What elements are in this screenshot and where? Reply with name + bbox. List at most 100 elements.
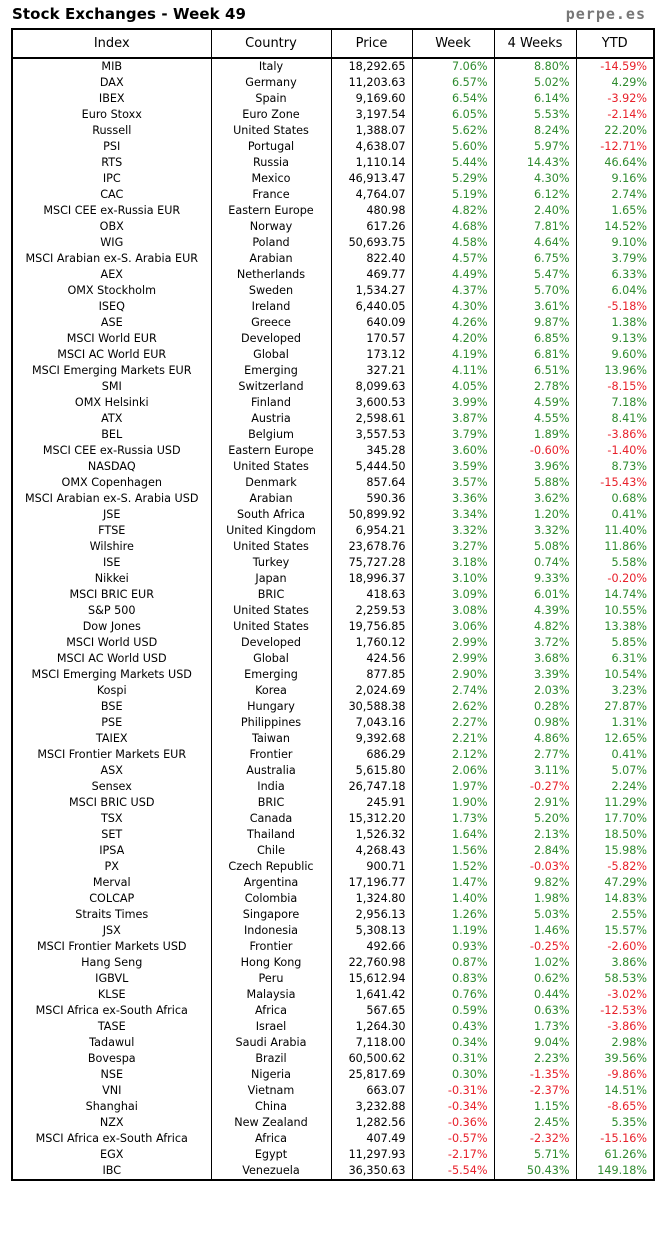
cell-week: 3.27%	[412, 539, 495, 555]
cell-price: 857.64	[331, 475, 413, 491]
cell-index: COLCAP	[12, 891, 212, 907]
cell-index: Russell	[12, 123, 212, 139]
cell-ytd: 0.41%	[611, 748, 647, 761]
cell-ytd: 8.41%	[611, 412, 647, 425]
cell-country: Netherlands	[211, 267, 332, 283]
cell-4-weeks: 4.55%	[494, 411, 577, 427]
cell-price: 3,557.53	[331, 427, 413, 443]
cell-week: 5.44%	[412, 155, 495, 171]
column-header-ytd: YTD	[576, 29, 654, 59]
table-row: FTSE United Kingdom 6,954.21 3.32% 3.32% 11.4…	[12, 523, 654, 539]
cell-country: Singapore	[211, 907, 332, 923]
cell-4-weeks: 3.61%	[494, 299, 577, 315]
cell-week: 1.26%	[412, 907, 495, 923]
table-row: TSX Canada 15,312.20 1.73% 5.20% 17.70%	[12, 811, 654, 827]
cell-country: BRIC	[211, 587, 332, 603]
cell-price: 345.28	[331, 443, 413, 459]
cell-ytd: 8.73%	[611, 460, 647, 473]
cell-country: Frontier	[211, 939, 332, 955]
cell-country: Eastern Europe	[211, 443, 332, 459]
cell-index: IGBVL	[12, 971, 212, 987]
cell-country: New Zealand	[211, 1115, 332, 1131]
cell-index: Dow Jones	[12, 619, 212, 635]
cell-4-weeks: 6.14%	[494, 91, 577, 107]
cell-4-weeks: 9.87%	[494, 315, 577, 331]
cell-4-weeks: 5.53%	[494, 107, 577, 123]
cell-price: 26,747.18	[331, 779, 413, 795]
cell-ytd: -9.86%	[607, 1068, 647, 1081]
cell-week: 5.62%	[412, 123, 495, 139]
cell-week: 4.30%	[412, 299, 495, 315]
cell-country: Euro Zone	[211, 107, 332, 123]
cell-4-weeks: -0.03%	[494, 859, 577, 875]
cell-country: Hungary	[211, 699, 332, 715]
cell-4-weeks: 6.75%	[494, 251, 577, 267]
table-row: Euro Stoxx Euro Zone 3,197.54 6.05% 5.53% -2.…	[12, 107, 654, 123]
cell-country: India	[211, 779, 332, 795]
cell-index: MSCI World EUR	[12, 331, 212, 347]
cell-week: 2.12%	[412, 747, 495, 763]
cell-price: 686.29	[331, 747, 413, 763]
cell-index: OMX Helsinki	[12, 395, 212, 411]
table-row: Russell United States 1,388.07 5.62% 8.24% 22…	[12, 123, 654, 139]
table-row: MSCI Arabian ex-S. Arabia USD Arabian 590.…	[12, 491, 654, 507]
cell-price: 2,956.13	[331, 907, 413, 923]
cell-country: Sweden	[211, 283, 332, 299]
cell-week: 4.68%	[412, 219, 495, 235]
cell-index: PX	[12, 859, 212, 875]
cell-4-weeks: 3.96%	[494, 459, 577, 475]
cell-price: 1,534.27	[331, 283, 413, 299]
cell-index: MSCI Frontier Markets EUR	[12, 747, 212, 763]
cell-4-weeks: 1.98%	[494, 891, 577, 907]
cell-price: 60,500.62	[331, 1051, 413, 1067]
cell-price: 7,118.00	[331, 1035, 413, 1051]
cell-4-weeks: 2.23%	[494, 1051, 577, 1067]
cell-index: MSCI Arabian ex-S. Arabia EUR	[12, 251, 212, 267]
cell-ytd: 5.85%	[611, 636, 647, 649]
cell-price: 2,259.53	[331, 603, 413, 619]
table-row: MSCI World EUR Developed 170.57 4.20% 6.85% 9…	[12, 331, 654, 347]
cell-4-weeks: 1.73%	[494, 1019, 577, 1035]
cell-week: 5.19%	[412, 187, 495, 203]
cell-price: 22,760.98	[331, 955, 413, 971]
cell-country: Norway	[211, 219, 332, 235]
table-body: MIB Italy 18,292.65 7.06% 8.80% -14.59% DAX Ger…	[12, 58, 654, 1180]
table-row: DAX Germany 11,203.63 6.57% 5.02% 4.29%	[12, 75, 654, 91]
cell-ytd: 18.50%	[604, 828, 647, 841]
cell-week: -0.31%	[412, 1083, 495, 1099]
cell-week: 0.34%	[412, 1035, 495, 1051]
cell-index: VNI	[12, 1083, 212, 1099]
cell-week: -0.36%	[412, 1115, 495, 1131]
cell-country: Arabian	[211, 491, 332, 507]
cell-price: 1,641.42	[331, 987, 413, 1003]
cell-ytd: 22.20%	[604, 124, 647, 137]
cell-country: France	[211, 187, 332, 203]
cell-4-weeks: 50.43%	[494, 1163, 577, 1180]
cell-week: 1.97%	[412, 779, 495, 795]
cell-price: 30,588.38	[331, 699, 413, 715]
cell-country: Eastern Europe	[211, 203, 332, 219]
cell-ytd: 15.57%	[604, 924, 647, 937]
cell-ytd: -15.16%	[600, 1132, 647, 1145]
table-row: MSCI Emerging Markets EUR Emerging 327.21 4…	[12, 363, 654, 379]
cell-index: OBX	[12, 219, 212, 235]
cell-index: MSCI AC World USD	[12, 651, 212, 667]
cell-week: -2.17%	[412, 1147, 495, 1163]
cell-index: MSCI Emerging Markets USD	[12, 667, 212, 683]
cell-ytd: 149.18%	[597, 1164, 647, 1177]
table-row: IPSA Chile 4,268.43 1.56% 2.84% 15.98%	[12, 843, 654, 859]
cell-week: 3.36%	[412, 491, 495, 507]
cell-price: 23,678.76	[331, 539, 413, 555]
cell-ytd: -3.02%	[607, 988, 647, 1001]
cell-country: United States	[211, 619, 332, 635]
cell-index: Wilshire	[12, 539, 212, 555]
cell-index: BSE	[12, 699, 212, 715]
cell-price: 173.12	[331, 347, 413, 363]
cell-4-weeks: 2.77%	[494, 747, 577, 763]
cell-country: Germany	[211, 75, 332, 91]
cell-week: 4.49%	[412, 267, 495, 283]
cell-ytd: 3.86%	[611, 956, 647, 969]
cell-country: United Kingdom	[211, 523, 332, 539]
header-row: Index Country Price Week 4 Weeks YTD	[12, 29, 654, 59]
cell-week: 3.08%	[412, 603, 495, 619]
